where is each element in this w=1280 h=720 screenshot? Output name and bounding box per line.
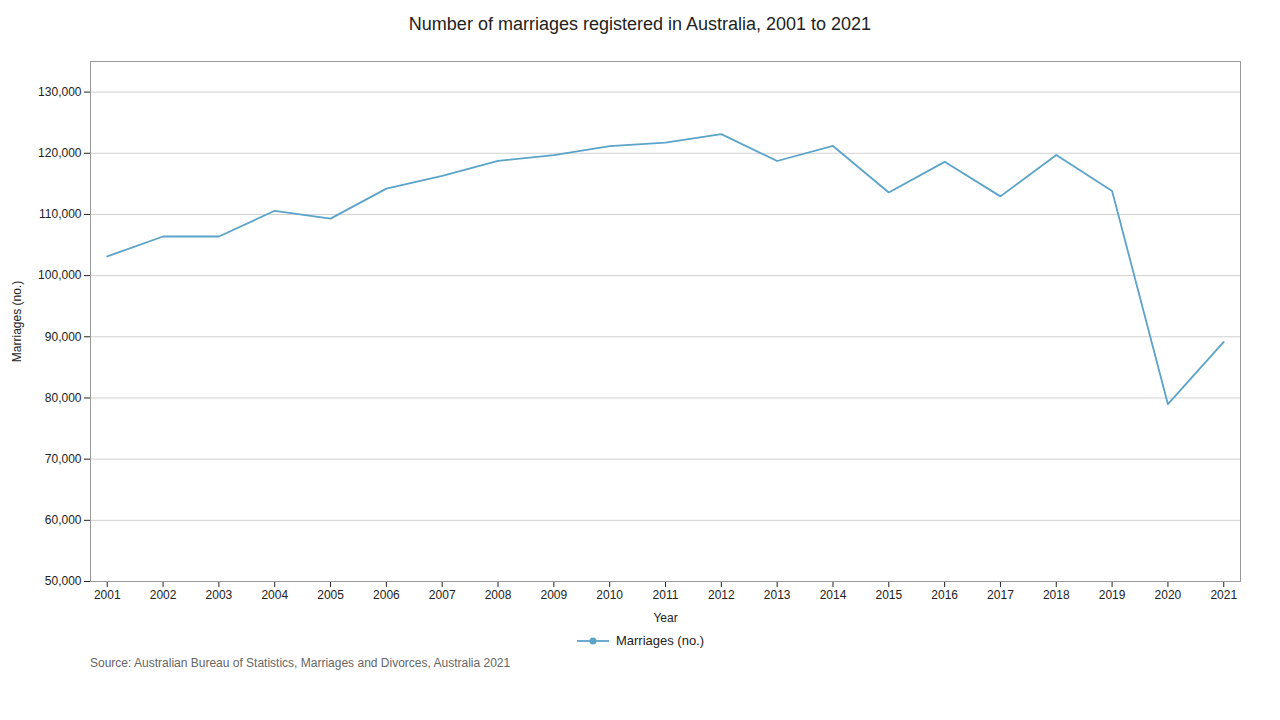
html-text:Source: Australian Bureau of S: Source: Australian Bureau of Statistics,… bbox=[90, 656, 511, 670]
svg-text:100,000: 100,000 bbox=[38, 268, 82, 282]
svg-text:2021: 2021 bbox=[1210, 588, 1237, 602]
svg-text:70,000: 70,000 bbox=[45, 452, 82, 466]
svg-text:2005: 2005 bbox=[317, 588, 344, 602]
svg-text:2017: 2017 bbox=[987, 588, 1014, 602]
html-text:Marriages (no.): Marriages (no.) bbox=[615, 633, 705, 648]
svg-text:Marriages (no.): Marriages (no.) bbox=[10, 281, 24, 362]
svg-text:60,000: 60,000 bbox=[45, 513, 82, 527]
svg-text:80,000: 80,000 bbox=[45, 391, 82, 405]
svg-text:2001: 2001 bbox=[94, 588, 121, 602]
svg-text:2020: 2020 bbox=[1155, 588, 1182, 602]
svg-text:2003: 2003 bbox=[206, 588, 233, 602]
html-text:Number of marriages registered: Number of marriages registered in Austra… bbox=[408, 14, 872, 34]
svg-text:2013: 2013 bbox=[764, 588, 791, 602]
svg-text:2015: 2015 bbox=[875, 588, 902, 602]
svg-text:2009: 2009 bbox=[540, 588, 567, 602]
svg-text:2012: 2012 bbox=[708, 588, 735, 602]
svg-text:2010: 2010 bbox=[596, 588, 623, 602]
svg-text:50,000: 50,000 bbox=[45, 574, 82, 588]
svg-text:110,000: 110,000 bbox=[39, 207, 82, 221]
svg-text:2018: 2018 bbox=[1043, 588, 1070, 602]
svg-text:2006: 2006 bbox=[373, 588, 400, 602]
svg-text:2007: 2007 bbox=[429, 588, 456, 602]
svg-text:2008: 2008 bbox=[485, 588, 512, 602]
svg-text:2019: 2019 bbox=[1099, 588, 1126, 602]
svg-text:2002: 2002 bbox=[150, 588, 177, 602]
svg-text:2016: 2016 bbox=[931, 588, 958, 602]
svg-text:130,000: 130,000 bbox=[38, 85, 82, 99]
svg-text:Year: Year bbox=[653, 611, 677, 625]
svg-text:2014: 2014 bbox=[820, 588, 847, 602]
svg-text:2011: 2011 bbox=[653, 588, 679, 602]
svg-text:90,000: 90,000 bbox=[45, 330, 82, 344]
svg-text:2004: 2004 bbox=[261, 588, 288, 602]
svg-text:120,000: 120,000 bbox=[38, 146, 82, 160]
